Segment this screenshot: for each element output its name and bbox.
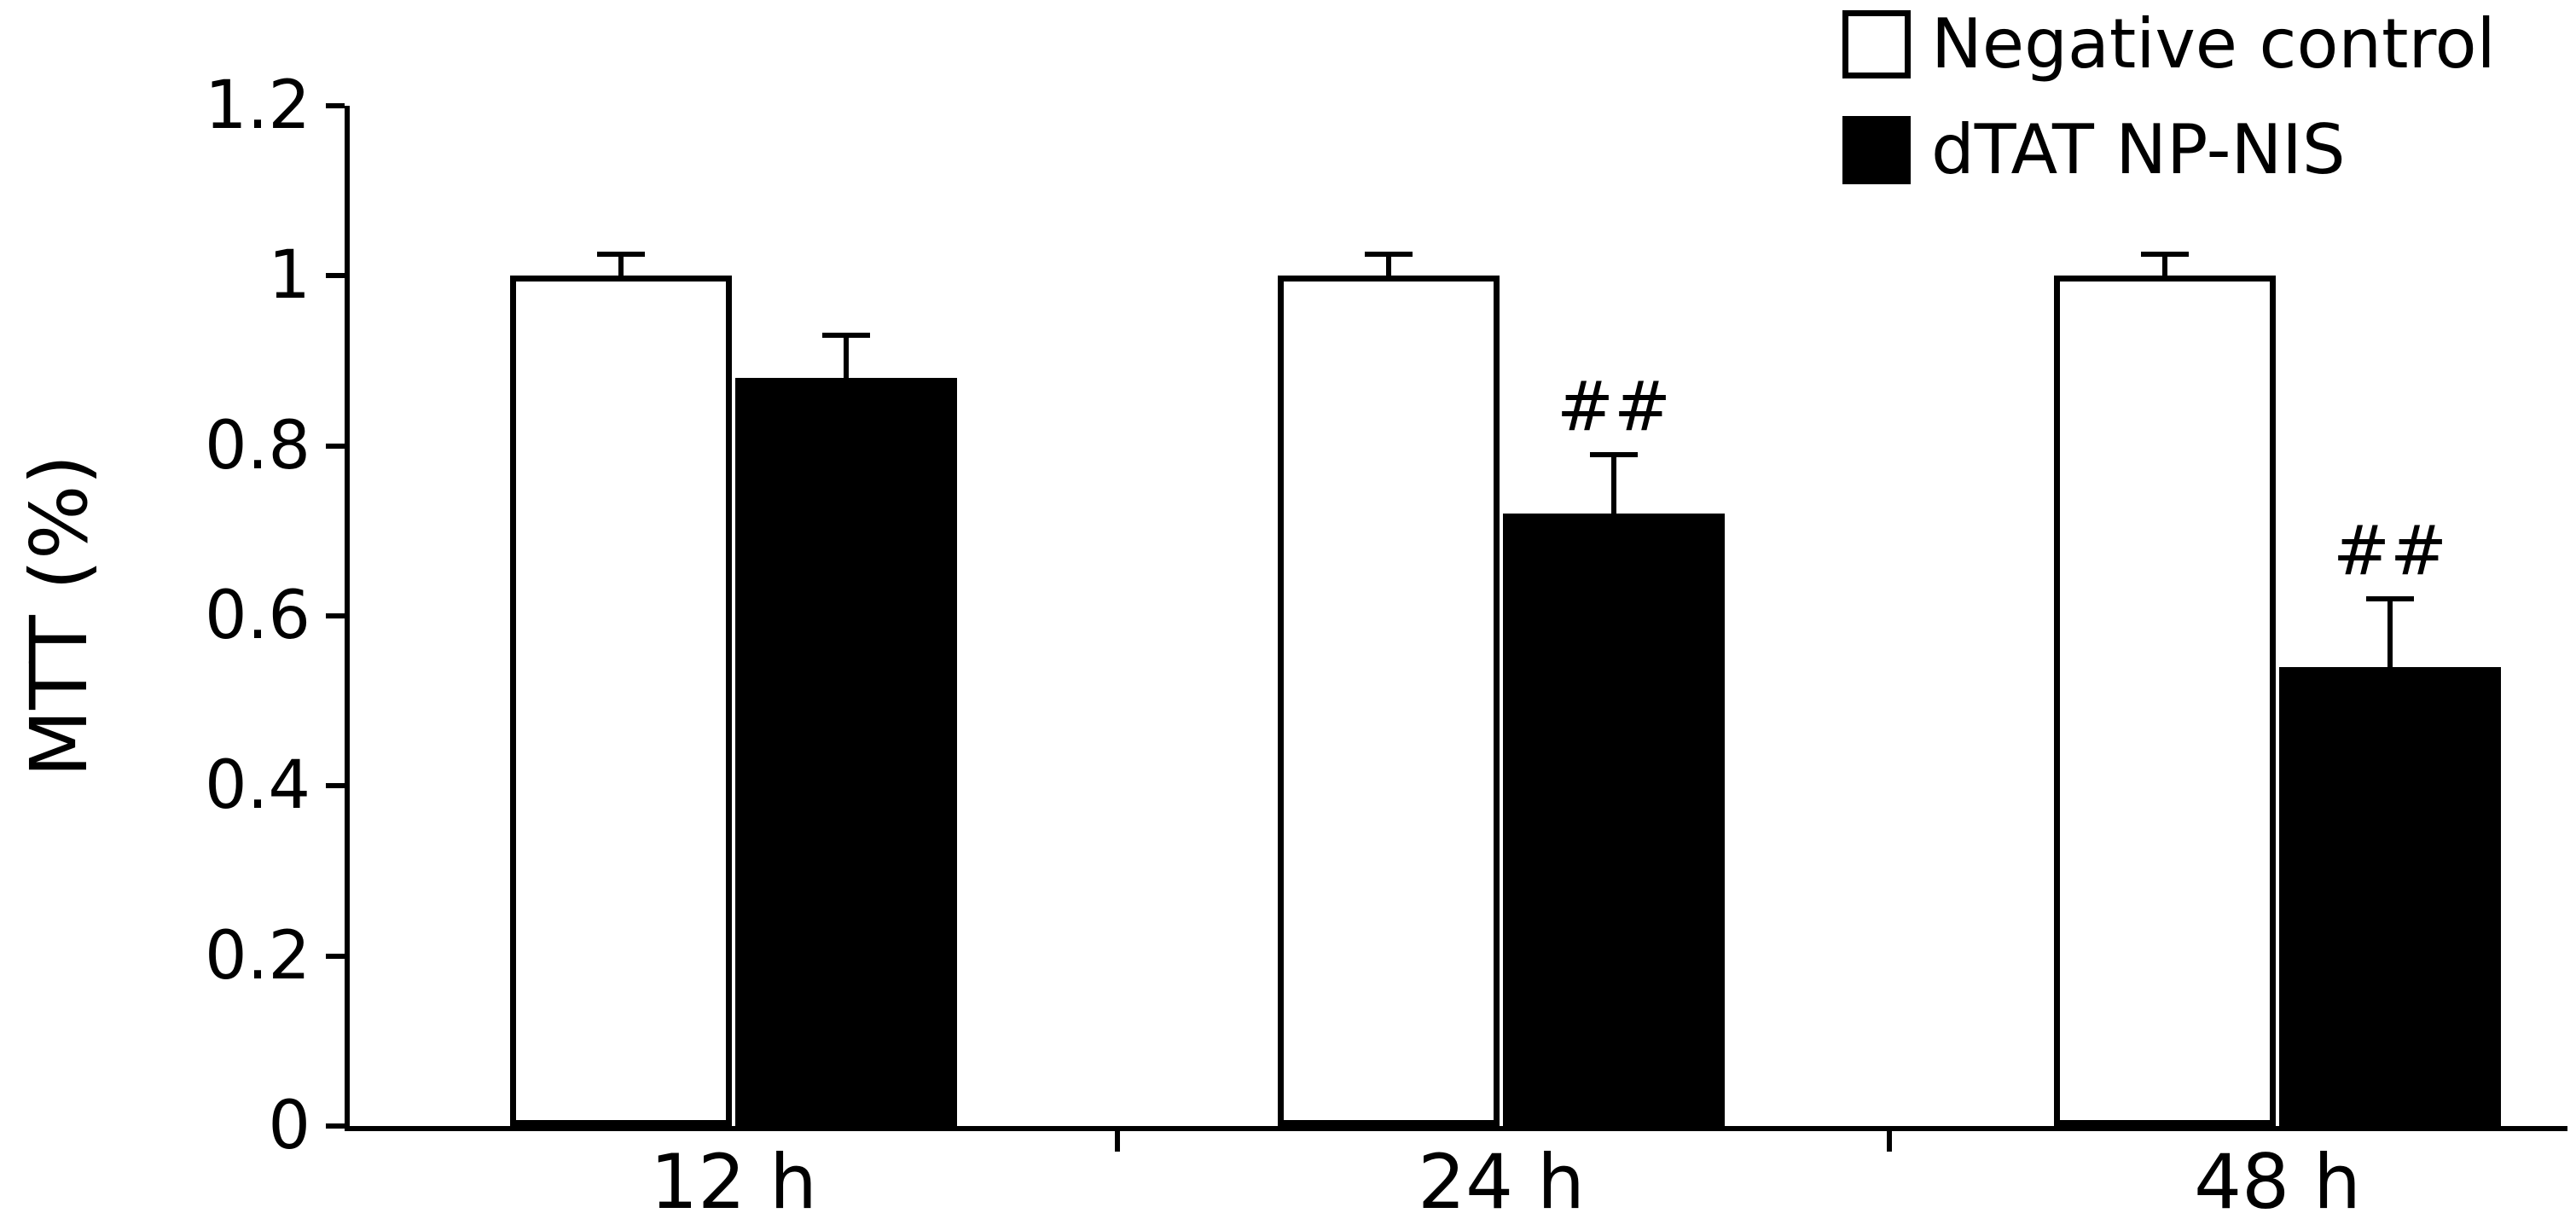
y-tick-label: 0.2 — [204, 917, 310, 995]
error-bar-cap — [2366, 596, 2414, 602]
category-label: 24 h — [1418, 1138, 1585, 1219]
bar-dtat-np-nis — [2279, 666, 2501, 1126]
y-tick-label: 1 — [268, 237, 310, 315]
y-tick-mark — [326, 953, 345, 959]
y-tick-mark — [326, 1123, 345, 1129]
legend-item-dtat-np-nis: dTAT NP-NIS — [1842, 116, 2496, 184]
x-tick-mark — [1115, 1131, 1120, 1152]
significance-marker: ## — [2332, 511, 2448, 591]
y-axis-line — [345, 106, 350, 1131]
x-tick-mark — [1887, 1131, 1892, 1152]
bar-negative-control — [1278, 276, 1500, 1126]
bar-dtat-np-nis — [1503, 514, 1725, 1126]
bar-negative-control — [510, 276, 732, 1126]
error-bar-cap — [597, 252, 645, 258]
y-tick-label: 0.4 — [204, 747, 310, 825]
category-label: 12 h — [650, 1138, 817, 1219]
error-bar-line — [1386, 254, 1391, 276]
x-axis-line — [345, 1126, 2567, 1131]
y-tick-label: 0.6 — [204, 578, 310, 654]
error-bar-line — [844, 335, 849, 378]
error-bar-cap — [1365, 252, 1413, 258]
y-tick-mark — [326, 443, 345, 449]
error-bar-cap — [822, 333, 870, 339]
error-bar-line — [2162, 254, 2167, 276]
error-bar-line — [618, 254, 624, 276]
legend-label-negative-control: Negative control — [1931, 4, 2496, 84]
y-tick-mark — [326, 783, 345, 789]
legend-swatch-negative-control — [1842, 10, 1911, 78]
y-tick-label: 0.8 — [204, 407, 310, 485]
bar-negative-control — [2054, 276, 2276, 1126]
error-bar-cap — [2141, 252, 2189, 258]
y-tick-mark — [326, 103, 345, 108]
y-tick-label: 0 — [268, 1088, 310, 1164]
legend-swatch-dtat-np-nis — [1842, 116, 1911, 184]
legend: Negative control dTAT NP-NIS — [1842, 10, 2496, 184]
error-bar-line — [2387, 599, 2393, 667]
bar-dtat-np-nis — [735, 377, 957, 1126]
y-tick-mark — [326, 273, 345, 279]
y-tick-label: 1.2 — [204, 67, 310, 144]
error-bar-cap — [1590, 451, 1638, 457]
significance-marker: ## — [1556, 366, 1672, 446]
legend-item-negative-control: Negative control — [1842, 10, 2496, 78]
y-tick-mark — [326, 613, 345, 618]
legend-label-dtat-np-nis: dTAT NP-NIS — [1931, 110, 2346, 189]
category-label: 48 h — [2194, 1138, 2361, 1219]
error-bar-line — [1611, 454, 1616, 514]
